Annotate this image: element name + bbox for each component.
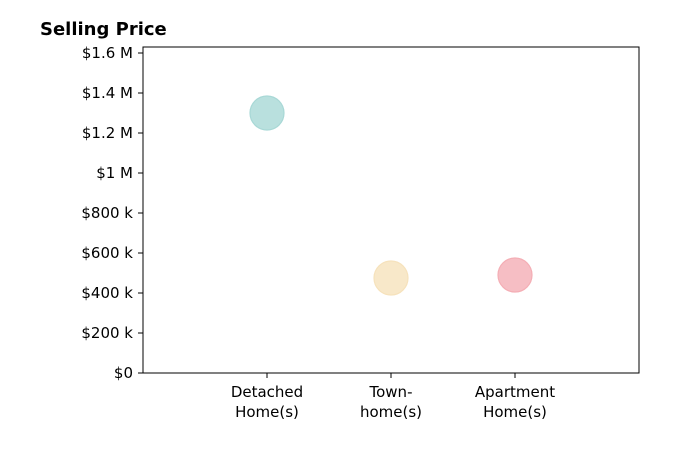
y-tick-label: $1.2 M [82, 124, 133, 142]
plot-frame [142, 46, 640, 374]
y-tick-label: $400 k [81, 284, 133, 302]
data-point [373, 260, 409, 296]
y-tick-label: $1.6 M [82, 44, 133, 62]
y-tick-label: $200 k [81, 324, 133, 342]
x-tick-label: Town- [369, 383, 413, 401]
x-axis: Detached Home(s) Town-home(s) Apartment Home… [231, 373, 555, 421]
x-tick-label: Home(s) [235, 403, 299, 421]
data-point [497, 257, 533, 293]
data-point [249, 95, 285, 131]
x-tick-label: Home(s) [483, 403, 547, 421]
x-tick-label: Detached [231, 383, 303, 401]
y-tick-label: $0 [114, 364, 133, 382]
y-tick-label: $800 k [81, 204, 133, 222]
y-tick-label: $1.4 M [82, 84, 133, 102]
x-tick-label: Apartment [475, 383, 555, 401]
x-tick-label: home(s) [360, 403, 422, 421]
y-axis: $0 $200 k $400 k $600 k $800 k $1 M $1.2 M $1.4… [81, 44, 143, 382]
data-points [249, 95, 533, 296]
chart-title: Selling Price [40, 19, 167, 40]
y-tick-label: $600 k [81, 244, 133, 262]
y-tick-label: $1 M [96, 164, 133, 182]
